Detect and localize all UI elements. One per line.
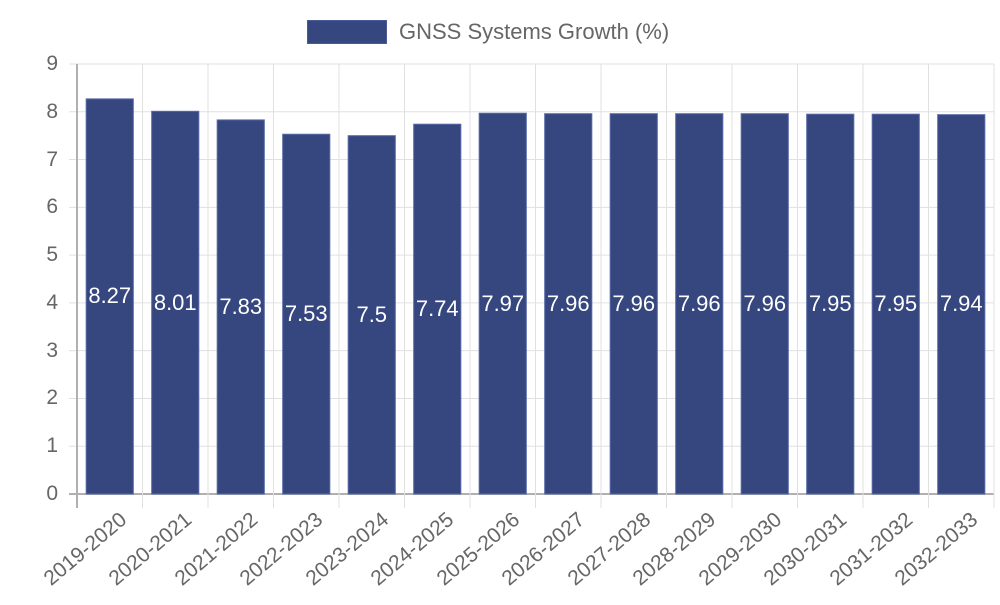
y-tick-label: 6: [46, 195, 58, 219]
bar[interactable]: [216, 119, 265, 495]
bar[interactable]: [871, 113, 920, 495]
bar[interactable]: [609, 113, 658, 495]
legend-label: GNSS Systems Growth (%): [399, 19, 670, 44]
bar-value-label: 7.74: [415, 296, 459, 322]
bar[interactable]: [544, 113, 593, 495]
bar[interactable]: [85, 98, 134, 495]
bar-value-label: 7.96: [677, 290, 721, 316]
bar[interactable]: [347, 135, 396, 495]
bar-value-label: 7.95: [874, 291, 918, 317]
bar[interactable]: [806, 113, 855, 495]
bar-value-label: 8.27: [88, 283, 132, 309]
bar-value-label: 7.94: [939, 291, 983, 317]
bar[interactable]: [413, 123, 462, 495]
bar-value-label: 7.96: [612, 290, 656, 316]
bar[interactable]: [740, 113, 789, 495]
bar-value-label: 7.53: [284, 301, 328, 327]
y-tick-label: 0: [46, 482, 58, 505]
y-tick-label: 5: [46, 243, 58, 267]
y-tick-label: 7: [46, 147, 58, 171]
bar-value-label: 7.96: [743, 290, 787, 316]
bar[interactable]: [151, 110, 200, 495]
legend-swatch: [307, 20, 387, 44]
bar-value-label: 8.01: [153, 289, 197, 315]
bar-value-label: 7.83: [219, 293, 263, 319]
bar[interactable]: [282, 133, 331, 495]
y-tick-label: 9: [46, 52, 58, 75]
bar[interactable]: [675, 113, 724, 495]
bar[interactable]: [478, 112, 527, 495]
bar-value-label: 7.97: [481, 290, 525, 316]
bar-value-label: 7.5: [356, 301, 388, 327]
y-tick-label: 4: [46, 290, 58, 314]
bar[interactable]: [937, 114, 986, 495]
y-tick-label: 3: [46, 338, 58, 362]
bar-value-label: 7.95: [808, 291, 852, 317]
y-tick-label: 8: [46, 99, 58, 123]
bar-value-label: 7.96: [546, 290, 590, 316]
y-tick-label: 2: [46, 386, 58, 410]
legend[interactable]: GNSS Systems Growth (%): [307, 18, 669, 46]
y-tick-label: 1: [46, 434, 58, 458]
